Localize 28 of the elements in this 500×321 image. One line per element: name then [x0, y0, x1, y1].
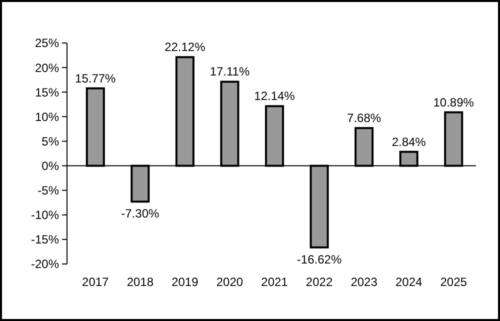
- x-tick-label: 2024: [395, 275, 423, 289]
- x-tick-label: 2018: [126, 275, 154, 289]
- y-tick-label: 20%: [34, 60, 60, 75]
- data-label: 17.11%: [210, 64, 250, 79]
- y-tick-label: -5%: [38, 184, 60, 198]
- data-label: 15.77%: [75, 71, 116, 86]
- x-tick-label: 2021: [261, 275, 288, 289]
- x-tick-label: 2022: [306, 275, 333, 289]
- y-tick-label: -20%: [30, 257, 60, 272]
- y-tick-label: 10%: [34, 110, 60, 124]
- x-tick-label: 2019: [172, 275, 199, 289]
- data-label: 10.89%: [433, 95, 474, 110]
- y-tick-label: -10%: [30, 208, 60, 222]
- data-label: 12.14%: [254, 89, 296, 104]
- y-tick-label: -15%: [30, 232, 60, 247]
- x-tick-label: 2023: [350, 275, 378, 289]
- y-tick-label: 25%: [34, 36, 60, 50]
- data-label: 2.84%: [392, 134, 426, 149]
- data-label: -7.30%: [121, 206, 160, 221]
- x-tick-label: 2025: [440, 275, 468, 289]
- y-tick-label: 15%: [34, 85, 60, 100]
- data-label: 7.68%: [347, 111, 382, 126]
- x-tick-label: 2020: [216, 275, 244, 289]
- x-tick-label: 2017: [82, 275, 110, 289]
- data-label: -16.62%: [296, 252, 342, 266]
- data-label: 22.12%: [164, 40, 206, 54]
- y-tick-label: 5%: [42, 134, 60, 148]
- y-tick-label: 0%: [42, 158, 60, 173]
